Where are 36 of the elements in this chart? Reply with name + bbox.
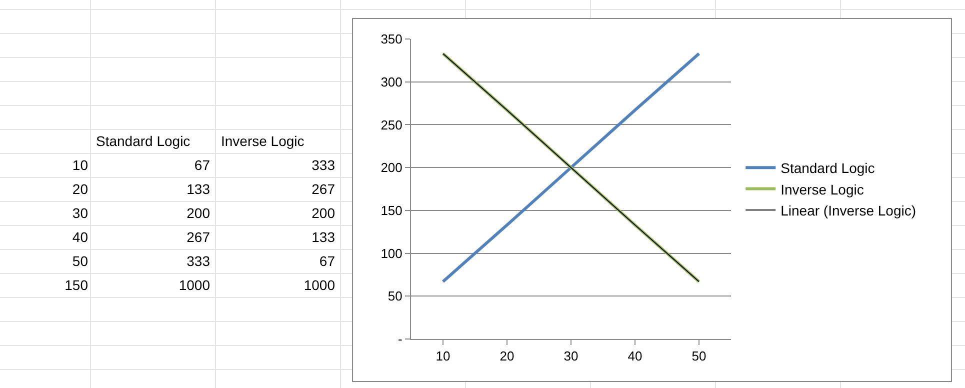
y-tick-label: -: [398, 332, 402, 347]
text: 267: [186, 228, 210, 247]
legend-label: Inverse Logic: [780, 181, 864, 198]
text: 20: [71, 180, 88, 199]
y-tick-label: 100: [380, 246, 402, 261]
text: 333: [310, 156, 335, 175]
text: 267: [310, 180, 335, 199]
text: 30: [71, 204, 88, 223]
text: 1000: [302, 276, 335, 295]
y-tick-label: 50: [388, 288, 402, 304]
text: Standard Logic: [96, 132, 192, 151]
text: 333: [186, 252, 210, 271]
x-tick-label: 50: [692, 348, 706, 364]
text: 200: [186, 204, 210, 223]
text: 200: [310, 204, 335, 223]
x-tick-label: 20: [500, 348, 514, 364]
text: 50: [71, 252, 88, 271]
text: 67: [193, 156, 210, 175]
text: 133: [310, 228, 335, 247]
text: Inverse Logic: [221, 132, 306, 151]
y-tick-label: 200: [380, 160, 402, 176]
x-tick-label: 10: [436, 348, 450, 364]
text: 10: [71, 156, 88, 175]
x-tick-label: 30: [564, 348, 578, 364]
legend-label: Linear (Inverse Logic): [780, 202, 916, 218]
y-tick-label: 150: [380, 202, 402, 218]
text: 67: [318, 252, 335, 271]
text: 1000: [178, 276, 210, 295]
x-tick-label: 40: [628, 348, 642, 364]
y-tick-label: 250: [380, 117, 402, 132]
y-tick-label: 350: [380, 32, 402, 47]
text: 150: [64, 276, 88, 295]
text: 133: [186, 180, 210, 199]
legend-label: Standard Logic: [780, 160, 875, 176]
text: 40: [71, 228, 88, 247]
y-tick-label: 300: [380, 74, 402, 90]
